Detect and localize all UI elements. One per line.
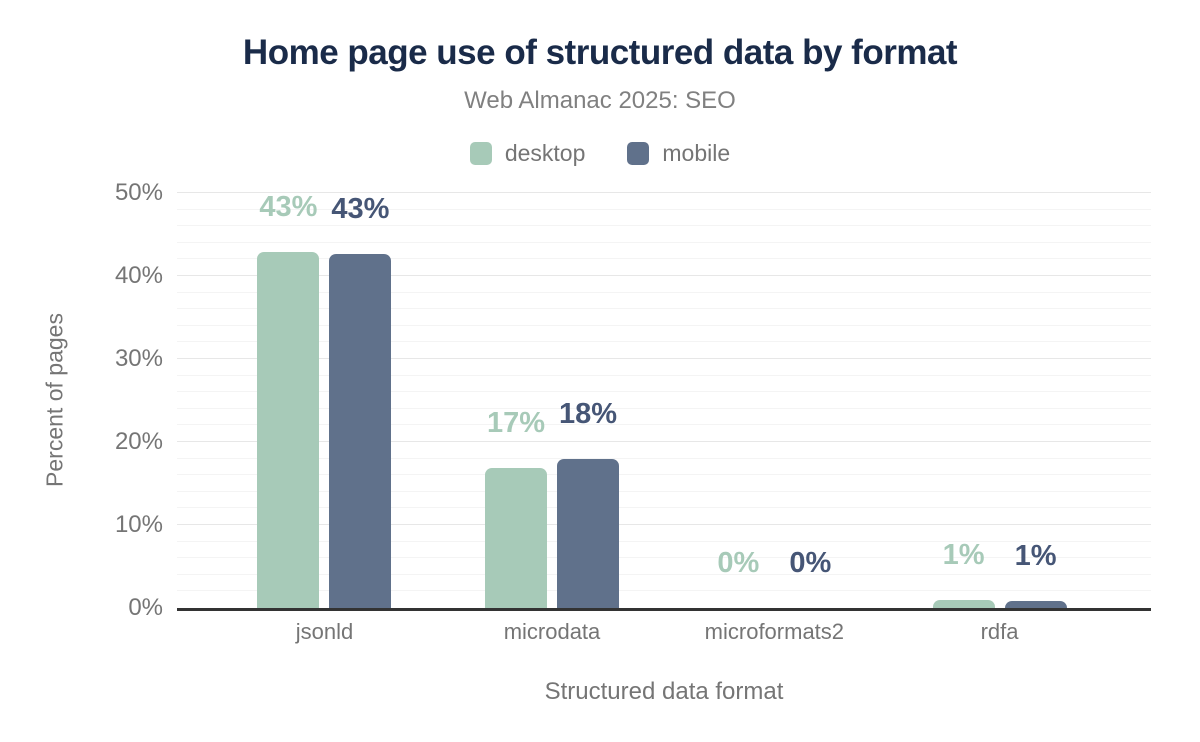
y-tick-label: 20% (114, 428, 163, 455)
minor-gridline (177, 407, 1151, 409)
chart-subtitle: Web Almanac 2025: SEO (464, 87, 736, 114)
bar-mobile-microdata[interactable] (556, 459, 619, 608)
minor-gridline (177, 258, 1151, 260)
bar-slot-mobile-rdfa: 1% (1004, 193, 1067, 608)
major-gridline (177, 524, 1151, 525)
bar-desktop-microdata[interactable] (484, 467, 547, 608)
plot-area: 43% 43% 17% 18% 0% 0% 1% 1% (177, 190, 1151, 611)
minor-gridline (177, 291, 1151, 293)
minor-gridline (177, 590, 1151, 592)
minor-gridline (177, 324, 1151, 326)
bar-slot-desktop-microformats2: 0% (707, 193, 769, 608)
minor-gridline (177, 241, 1151, 243)
x-axis-line (177, 608, 1151, 611)
bar-label-mobile-rdfa: 1% (1014, 539, 1057, 572)
bar-slot-mobile-jsonld: 43% (329, 193, 392, 608)
bar-slot-mobile-microformats2: 0% (779, 193, 841, 608)
bar-mobile-rdfa[interactable] (1004, 600, 1067, 608)
minor-gridline (177, 507, 1151, 509)
bar-group-microdata: 17% 18% (484, 193, 619, 608)
minor-gridline (177, 457, 1151, 459)
chart-title: Home page use of structured data by form… (242, 33, 958, 72)
x-axis-ticks: jsonld microdata microformats2 rdfa (177, 619, 1151, 649)
legend-item-mobile[interactable]: mobile (627, 140, 730, 167)
x-tick-label-rdfa: rdfa (980, 619, 1019, 644)
minor-gridline (177, 391, 1151, 393)
legend: desktop mobile (0, 140, 1200, 167)
bar-slot-mobile-microdata: 18% (556, 193, 619, 608)
bar-slot-desktop-jsonld: 43% (257, 190, 320, 608)
legend-item-desktop[interactable]: desktop (469, 140, 586, 167)
minor-gridline (177, 374, 1151, 376)
y-tick-label: 50% (114, 179, 163, 206)
bar-desktop-jsonld[interactable] (257, 251, 320, 608)
bar-label-desktop-rdfa: 1% (942, 538, 985, 571)
y-axis-title: Percent of pages (41, 313, 68, 487)
desktop-legend-swatch-icon (469, 142, 492, 165)
bar-desktop-rdfa[interactable] (932, 599, 995, 608)
minor-gridline (177, 341, 1151, 343)
minor-gridline (177, 540, 1151, 542)
y-tick-label: 30% (114, 345, 163, 372)
bar-group-microformats2: 0% 0% (707, 193, 841, 608)
mobile-legend-swatch-icon (627, 142, 650, 165)
x-axis-title: Structured data format (544, 678, 784, 705)
bar-label-mobile-jsonld: 43% (331, 193, 390, 226)
desktop-legend-label: desktop (504, 140, 586, 166)
minor-gridline (177, 225, 1151, 227)
minor-gridline (177, 573, 1151, 575)
y-tick-label: 0% (128, 594, 163, 621)
minor-gridline (177, 490, 1151, 492)
major-gridline (177, 358, 1151, 359)
minor-gridline (177, 557, 1151, 559)
x-tick-label-microformats2: microformats2 (704, 619, 845, 644)
major-gridline (177, 275, 1151, 276)
bar-label-desktop-microformats2: 0% (717, 547, 760, 579)
bar-label-mobile-microformats2: 0% (789, 547, 832, 579)
bar-group-rdfa: 1% 1% (932, 193, 1067, 608)
bar-group-jsonld: 43% 43% (257, 190, 392, 608)
bar-mobile-jsonld[interactable] (329, 254, 392, 608)
major-gridline (177, 192, 1151, 193)
minor-gridline (177, 308, 1151, 310)
minor-gridline (177, 208, 1151, 210)
y-axis-ticks: 0% 10% 20% 30% 40% 50% (0, 0, 163, 742)
x-tick-label-microdata: microdata (503, 619, 601, 644)
y-tick-label: 40% (114, 262, 163, 289)
bar-label-desktop-jsonld: 43% (259, 190, 318, 223)
minor-gridline (177, 424, 1151, 426)
major-gridline (177, 441, 1151, 442)
x-tick-label-jsonld: jsonld (295, 619, 354, 644)
bar-label-mobile-microdata: 18% (558, 398, 618, 431)
bar-slot-desktop-microdata: 17% (484, 193, 547, 608)
minor-gridline (177, 474, 1151, 476)
y-tick-label: 10% (114, 511, 163, 538)
bar-label-desktop-microdata: 17% (486, 406, 546, 439)
mobile-legend-label: mobile (662, 140, 731, 166)
bar-slot-desktop-rdfa: 1% (932, 193, 995, 608)
